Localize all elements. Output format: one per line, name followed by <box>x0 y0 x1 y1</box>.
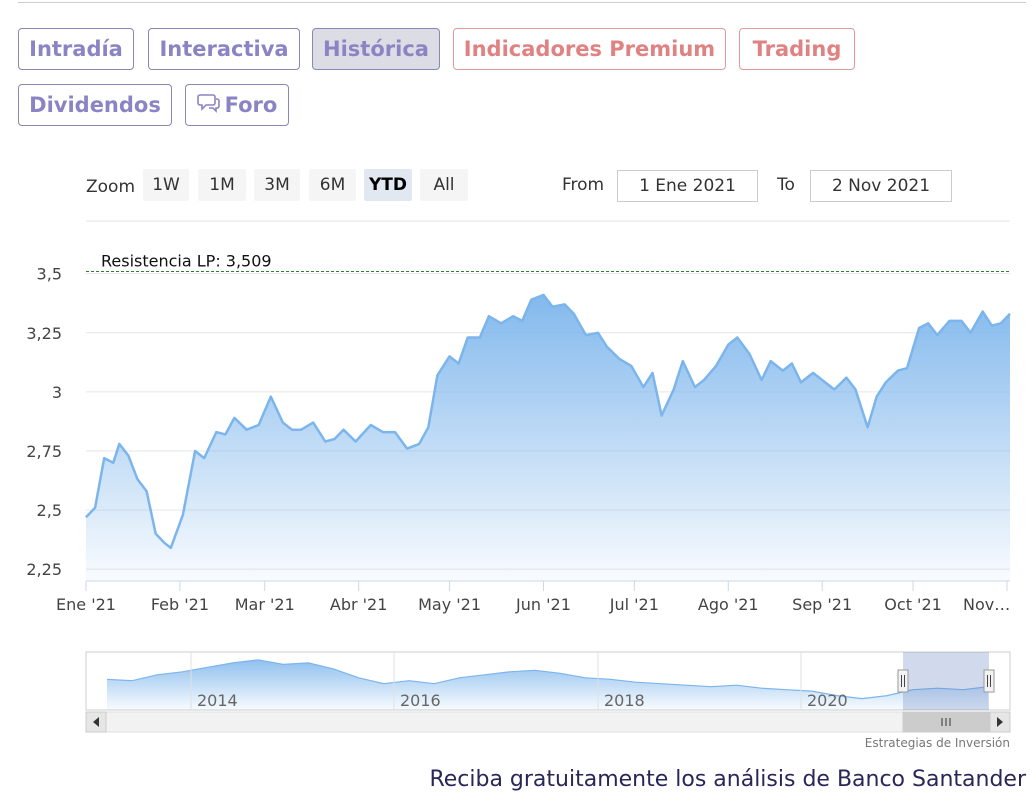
navigator-area <box>107 659 988 710</box>
x-tick-label: Ene '21 <box>56 595 116 614</box>
price-chart: Resistencia LP: 3,509 Ene '21 Feb '21 Mar … <box>26 220 1011 733</box>
navigator-handle[interactable] <box>983 669 995 693</box>
y-tick-label: 3,5 <box>37 265 62 284</box>
navigator-scrollbar[interactable] <box>85 711 1011 733</box>
tab-foro[interactable]: Foro <box>185 84 289 126</box>
zoom-1w-button[interactable]: 1W <box>143 169 189 201</box>
x-tick-label: Nov… <box>963 595 1010 614</box>
chat-bubbles-icon <box>196 92 225 119</box>
tab-dividendos[interactable]: Dividendos <box>18 84 172 126</box>
x-tick-label: Abr '21 <box>330 595 388 614</box>
arrow-right-icon <box>997 717 1003 727</box>
tab-trading[interactable]: Trading <box>739 28 855 70</box>
y-tick-label: 2,75 <box>26 442 62 461</box>
tab-historica[interactable]: Histórica <box>312 28 440 70</box>
tab-foro-label: Foro <box>224 93 278 117</box>
navigator-line <box>106 659 989 700</box>
x-tick-label: Jun '21 <box>515 595 571 614</box>
navigator-tick-label: 2018 <box>604 691 645 710</box>
x-tick-label: Mar '21 <box>235 595 295 614</box>
x-tick-label: May '21 <box>418 595 481 614</box>
zoom-3m-button[interactable]: 3M <box>254 169 300 201</box>
tab-intradia[interactable]: Intradía <box>18 28 134 70</box>
x-tick-label: Feb '21 <box>151 595 209 614</box>
to-date-input[interactable]: 2 Nov 2021 <box>810 170 952 202</box>
navigator-handle[interactable] <box>897 669 909 693</box>
tab-interactiva[interactable]: Interactiva <box>148 28 300 70</box>
from-date-input[interactable]: 1 Ene 2021 <box>617 170 758 202</box>
zoom-6m-button[interactable]: 6M <box>309 169 356 201</box>
navigator-tick-label: 2020 <box>807 691 848 710</box>
from-label: From <box>562 175 605 195</box>
arrow-left-icon <box>93 717 99 727</box>
y-tick-label: 2,5 <box>37 501 62 520</box>
price-area-fill <box>86 294 1010 581</box>
zoom-ytd-button[interactable]: YTD <box>364 169 412 201</box>
resistance-label: Resistencia LP: 3,509 <box>101 252 272 271</box>
y-tick-label: 2,25 <box>26 560 62 579</box>
top-divider <box>18 2 1026 3</box>
to-label: To <box>777 175 795 195</box>
x-tick-label: Ago '21 <box>698 595 759 614</box>
tab-indicadores-premium[interactable]: Indicadores Premium <box>453 28 726 70</box>
zoom-label: Zoom <box>86 177 136 197</box>
navigator-tick-label: 2014 <box>197 691 238 710</box>
navigator-selection <box>903 652 989 710</box>
x-tick-label: Oct '21 <box>884 595 942 614</box>
y-tick-label: 3 <box>52 383 62 402</box>
y-tick-label: 3,25 <box>26 324 62 343</box>
footer-cta-text[interactable]: Reciba gratuitamente los análisis de Ban… <box>429 767 1026 792</box>
zoom-all-button[interactable]: All <box>420 169 468 201</box>
zoom-1m-button[interactable]: 1M <box>198 169 246 201</box>
price-line <box>85 293 1011 550</box>
x-tick-label: Jul '21 <box>609 595 659 614</box>
x-tick-label: Sep '21 <box>792 595 852 614</box>
chart-credit[interactable]: Estrategias de Inversión <box>864 736 1010 750</box>
navigator-tick-label: 2016 <box>400 691 441 710</box>
